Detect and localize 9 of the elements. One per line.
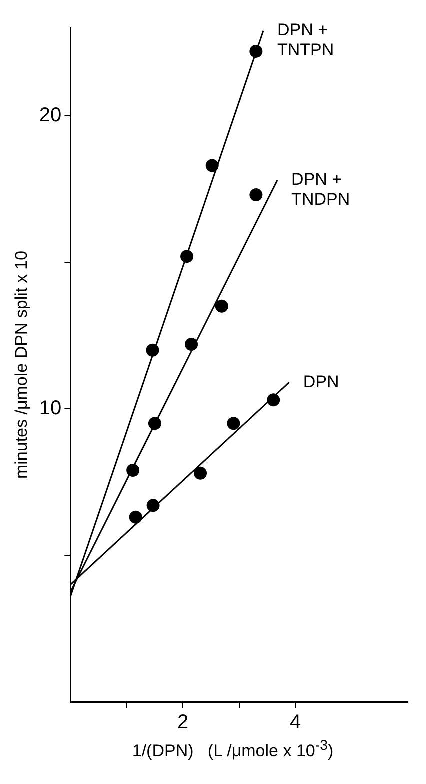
series-label: DPN + TNTPN bbox=[278, 20, 334, 60]
x-tick-label: 4 bbox=[290, 712, 302, 734]
x-axis-title: 1/(DPN) (L /μmole x 10$^{-3}$) bbox=[131, 738, 335, 762]
series-label: DPN + TNDPN bbox=[292, 170, 350, 210]
y-tick-label: 20 bbox=[39, 104, 62, 126]
series-label: DPN bbox=[303, 372, 340, 392]
y-tick-label: 10 bbox=[39, 397, 62, 420]
x-tick-label: 2 bbox=[178, 712, 189, 734]
y-axis-title: minutes /μmole DPN split x 10 bbox=[12, 250, 31, 480]
